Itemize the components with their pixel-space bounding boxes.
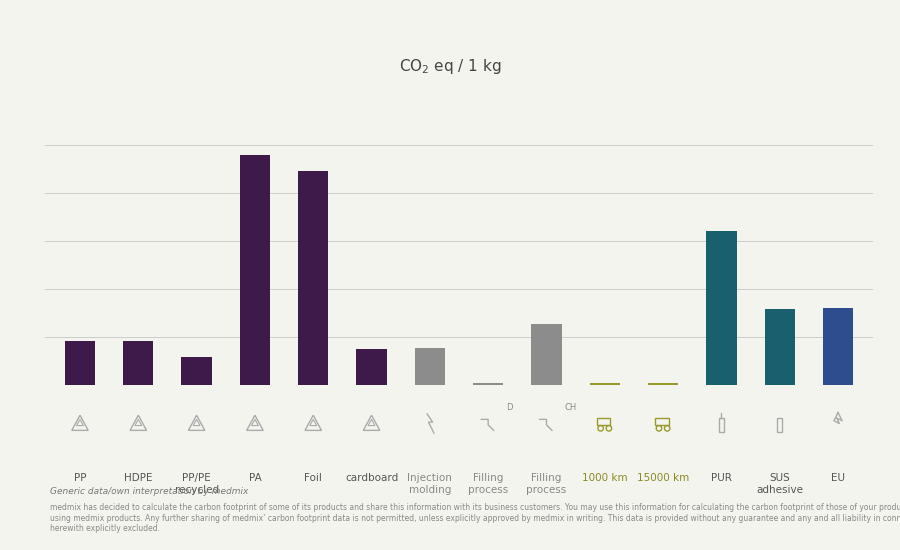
Text: PUR: PUR (711, 473, 732, 483)
Text: SUS
adhesive: SUS adhesive (756, 473, 803, 494)
Text: Filling
process: Filling process (468, 473, 508, 494)
Text: PP/PE
recycled: PP/PE recycled (175, 473, 219, 494)
Bar (706, 232, 736, 385)
Bar (648, 383, 679, 385)
Text: HDPE: HDPE (124, 473, 152, 483)
Text: medmix has decided to calculate the carbon footprint of some of its products and: medmix has decided to calculate the carb… (50, 503, 900, 533)
Text: 15000 km: 15000 km (637, 473, 689, 483)
Bar (777, 418, 782, 432)
Text: D: D (506, 403, 513, 411)
Bar (531, 324, 562, 385)
Bar (473, 383, 503, 385)
Bar (298, 172, 328, 385)
Bar (356, 349, 387, 385)
Bar (123, 340, 154, 385)
Text: CO$_2$ eq / 1 kg: CO$_2$ eq / 1 kg (399, 57, 501, 75)
Text: 1000 km: 1000 km (582, 473, 627, 483)
Text: Injection
molding: Injection molding (408, 473, 453, 494)
Text: Filling
process: Filling process (526, 473, 567, 494)
Bar (182, 358, 212, 385)
Bar (718, 418, 724, 432)
Bar (764, 310, 795, 385)
Bar (597, 418, 610, 425)
Text: PP: PP (74, 473, 86, 483)
Text: Foil: Foil (304, 473, 322, 483)
Text: CH: CH (564, 403, 577, 411)
Text: EU: EU (831, 473, 845, 483)
Bar (415, 348, 445, 385)
Text: Generic data/own interpretation by medmix: Generic data/own interpretation by medmi… (50, 487, 248, 496)
Bar (823, 308, 853, 385)
Text: PA: PA (248, 473, 261, 483)
Bar (590, 383, 620, 385)
Bar (239, 155, 270, 385)
Bar (655, 418, 669, 425)
Bar (65, 340, 95, 385)
Text: cardboard: cardboard (345, 473, 398, 483)
